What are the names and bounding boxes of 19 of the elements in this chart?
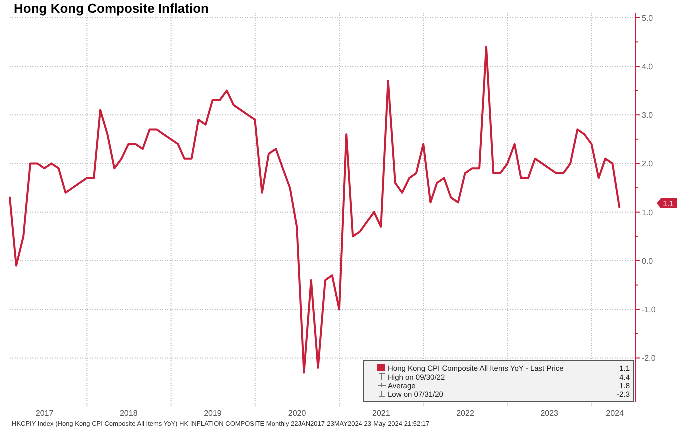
- y-tick-label: 5.0: [642, 14, 654, 23]
- y-tick-label: 3.0: [642, 111, 654, 120]
- y-tick-label: 0.0: [642, 256, 654, 266]
- y-tick-label: -1.0: [642, 306, 656, 315]
- chart-title: Hong Kong Composite Inflation: [14, 1, 210, 16]
- x-tick-label: 2022: [456, 409, 475, 418]
- y-tick-label: -2.0: [642, 354, 656, 364]
- y-tick-label: 4.0: [642, 62, 654, 72]
- x-tick-label: 2020: [288, 409, 307, 418]
- line-series: [9, 46, 621, 374]
- x-tick-label: 2023: [540, 409, 560, 418]
- text: 1.1: [663, 200, 675, 208]
- x-tick-label: 2021: [372, 409, 391, 418]
- x-tick-label: 2017: [36, 409, 54, 418]
- x-tick-label: 2018: [120, 409, 138, 418]
- x-tick-label: 2019: [204, 409, 222, 418]
- y-tick-label: 1.0: [642, 208, 654, 218]
- x-tick-label: 2024: [606, 409, 624, 418]
- y-tick-label: 2.0: [642, 160, 654, 169]
